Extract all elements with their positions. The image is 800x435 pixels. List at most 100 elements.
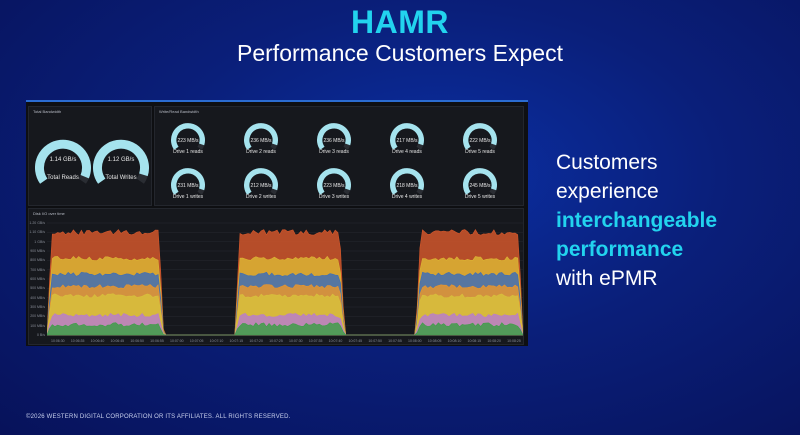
callout-text: Customers experience interchangeable per…: [556, 148, 717, 293]
gauge-label: Drive 1 writes: [172, 194, 204, 200]
gauge-value: 231 MB/s: [177, 183, 199, 189]
io-series-3: [47, 293, 523, 336]
disk-io-chart: [47, 222, 523, 336]
y-tick-label: 0 B/s: [37, 333, 45, 337]
x-tick-label: 10:06:35: [70, 339, 85, 343]
gauge-value: 222 MB/s: [469, 138, 491, 144]
x-tick-label: 10:07:25: [269, 339, 283, 343]
y-tick-label: 300 MB/s: [30, 305, 45, 309]
x-tick-label: 10:07:05: [189, 339, 204, 343]
drive-5-writes-gauge: 245 MB/s Drive 5 writes: [457, 164, 503, 204]
slide-title: HAMR: [351, 4, 449, 40]
total-bandwidth-panel: Total Bandwidth 1.14 GB/s Total Reads 1.12…: [28, 106, 152, 206]
y-tick-label: 400 MB/s: [30, 295, 45, 300]
x-tick-label: 10:07:00: [170, 339, 184, 343]
gauge-fill: [390, 168, 424, 195]
x-tick-label: 10:08:00: [408, 339, 422, 343]
x-tick-label: 10:08:25: [507, 339, 521, 343]
x-tick-label: 10:08:20: [487, 339, 501, 343]
gauge-value: 236 MB/s: [323, 138, 345, 144]
y-tick-label: 100 MB/s: [30, 323, 45, 328]
write-read-bandwidth-panel: Write/Read Bandwidth 223 MB/s Drive 1 rea…: [154, 106, 524, 206]
y-tick-label: 700 MB/s: [30, 267, 45, 272]
gauge-label: Drive 4 writes: [391, 194, 423, 200]
gauge-fill: [390, 123, 424, 150]
x-tick-label: 10:07:55: [388, 339, 402, 343]
drive-3-writes-gauge: 223 MB/s Drive 3 writes: [311, 164, 357, 204]
gauge-fill: [317, 168, 351, 195]
gauge-value: 245 MB/s: [469, 183, 491, 189]
gauge-fill: [35, 139, 91, 184]
gauge-label: Drive 2 reads: [246, 149, 276, 155]
x-tick-label: 10:07:45: [348, 339, 363, 343]
gauge-fill: [463, 168, 497, 195]
gauge-label: Drive 3 reads: [319, 149, 349, 155]
drive-2-reads-gauge: 236 MB/s Drive 2 reads: [238, 119, 284, 159]
disk-io-panel: Disk I/O over time 1.20 GB/s 1.10 GB/s 1 G…: [28, 208, 524, 345]
gauge-value: 1.12 GB/s: [107, 157, 135, 163]
io-series-2: [47, 312, 523, 336]
x-tick-label: 10:07:20: [249, 339, 263, 343]
drive-3-reads-gauge: 236 MB/s Drive 3 reads: [311, 119, 357, 159]
x-tick-label: 10:07:35: [308, 339, 323, 343]
write-read-bandwidth-title: Write/Read Bandwidth: [159, 109, 199, 114]
x-tick-label: 10:06:30: [51, 339, 65, 343]
y-tick-label: 1.20 GB/s: [29, 221, 45, 225]
drive-1-reads-gauge: 223 MB/s Drive 1 reads: [165, 119, 211, 159]
gauge-label: Drive 5 reads: [465, 149, 495, 155]
gauge-fill: [244, 168, 278, 195]
slide-subtitle: Performance Customers Expect: [237, 40, 563, 66]
callout-highlight-2: performance: [556, 238, 684, 261]
y-tick-label: 200 MB/s: [30, 314, 45, 319]
gauge-fill: [171, 123, 205, 150]
disk-io-title: Disk I/O over time: [33, 211, 65, 216]
gauge-fill: [93, 139, 149, 184]
gauge-label: Total Reads: [47, 175, 79, 181]
callout-highlight-1: interchangeable: [556, 209, 718, 232]
gauge-value: 236 MB/s: [250, 138, 272, 144]
gauge-fill: [171, 168, 205, 195]
y-tick-label: 800 MB/s: [30, 258, 45, 263]
x-tick-label: 10:08:15: [467, 339, 482, 343]
x-tick-label: 10:07:30: [289, 339, 303, 343]
y-tick-label: 1 GB/s: [34, 239, 45, 244]
callout-line-2: experience: [556, 180, 659, 203]
gauge-value: 212 MB/s: [250, 183, 272, 189]
dashboard-screenshot: Total Bandwidth 1.14 GB/s Total Reads 1.12…: [26, 100, 528, 346]
drive-1-writes-gauge: 231 MB/s Drive 1 writes: [165, 164, 211, 204]
gauge-value: 217 MB/s: [396, 138, 418, 144]
gauge-label: Drive 2 writes: [245, 194, 277, 200]
y-tick-label: 900 MB/s: [30, 249, 45, 253]
x-tick-label: 10:08:05: [427, 339, 442, 343]
gauge-label: Drive 3 writes: [318, 194, 350, 200]
callout-line-1: Customers: [556, 151, 658, 174]
total-bandwidth-title: Total Bandwidth: [33, 109, 62, 114]
gauge-value: 218 MB/s: [396, 183, 418, 189]
x-tick-label: 10:06:45: [110, 339, 125, 343]
gauge-value: 223 MB/s: [323, 183, 345, 189]
y-tick-label: 1.10 GB/s: [29, 230, 45, 235]
x-tick-label: 10:07:15: [229, 339, 244, 343]
total-gauge-2: 1.12 GB/s Total Writes: [93, 133, 149, 189]
gauge-value: 1.14 GB/s: [49, 157, 77, 163]
gauge-fill: [244, 123, 278, 150]
x-tick-label: 10:06:55: [150, 339, 164, 343]
callout-line-5: with ePMR: [556, 267, 658, 290]
gauge-fill: [317, 123, 351, 150]
copyright-footer: ©2026 WESTERN DIGITAL CORPORATION OR ITS…: [26, 414, 291, 420]
x-tick-label: 10:07:10: [209, 339, 224, 343]
y-tick-label: 500 MB/s: [30, 286, 45, 291]
x-tick-label: 10:06:40: [90, 339, 105, 343]
x-tick-label: 10:06:50: [130, 339, 144, 343]
drive-2-writes-gauge: 212 MB/s Drive 2 writes: [238, 164, 284, 204]
gauge-label: Drive 1 reads: [173, 149, 203, 155]
drive-4-reads-gauge: 217 MB/s Drive 4 reads: [384, 119, 430, 159]
gauge-label: Drive 4 reads: [392, 149, 422, 155]
io-series-1: [47, 322, 523, 336]
x-tick-label: 10:07:50: [368, 339, 382, 343]
total-gauge-1: 1.14 GB/s Total Reads: [35, 133, 91, 189]
y-tick-label: 600 MB/s: [30, 277, 45, 281]
gauge-label: Drive 5 writes: [464, 194, 496, 200]
x-tick-label: 10:08:10: [447, 339, 462, 343]
gauge-fill: [463, 123, 497, 150]
